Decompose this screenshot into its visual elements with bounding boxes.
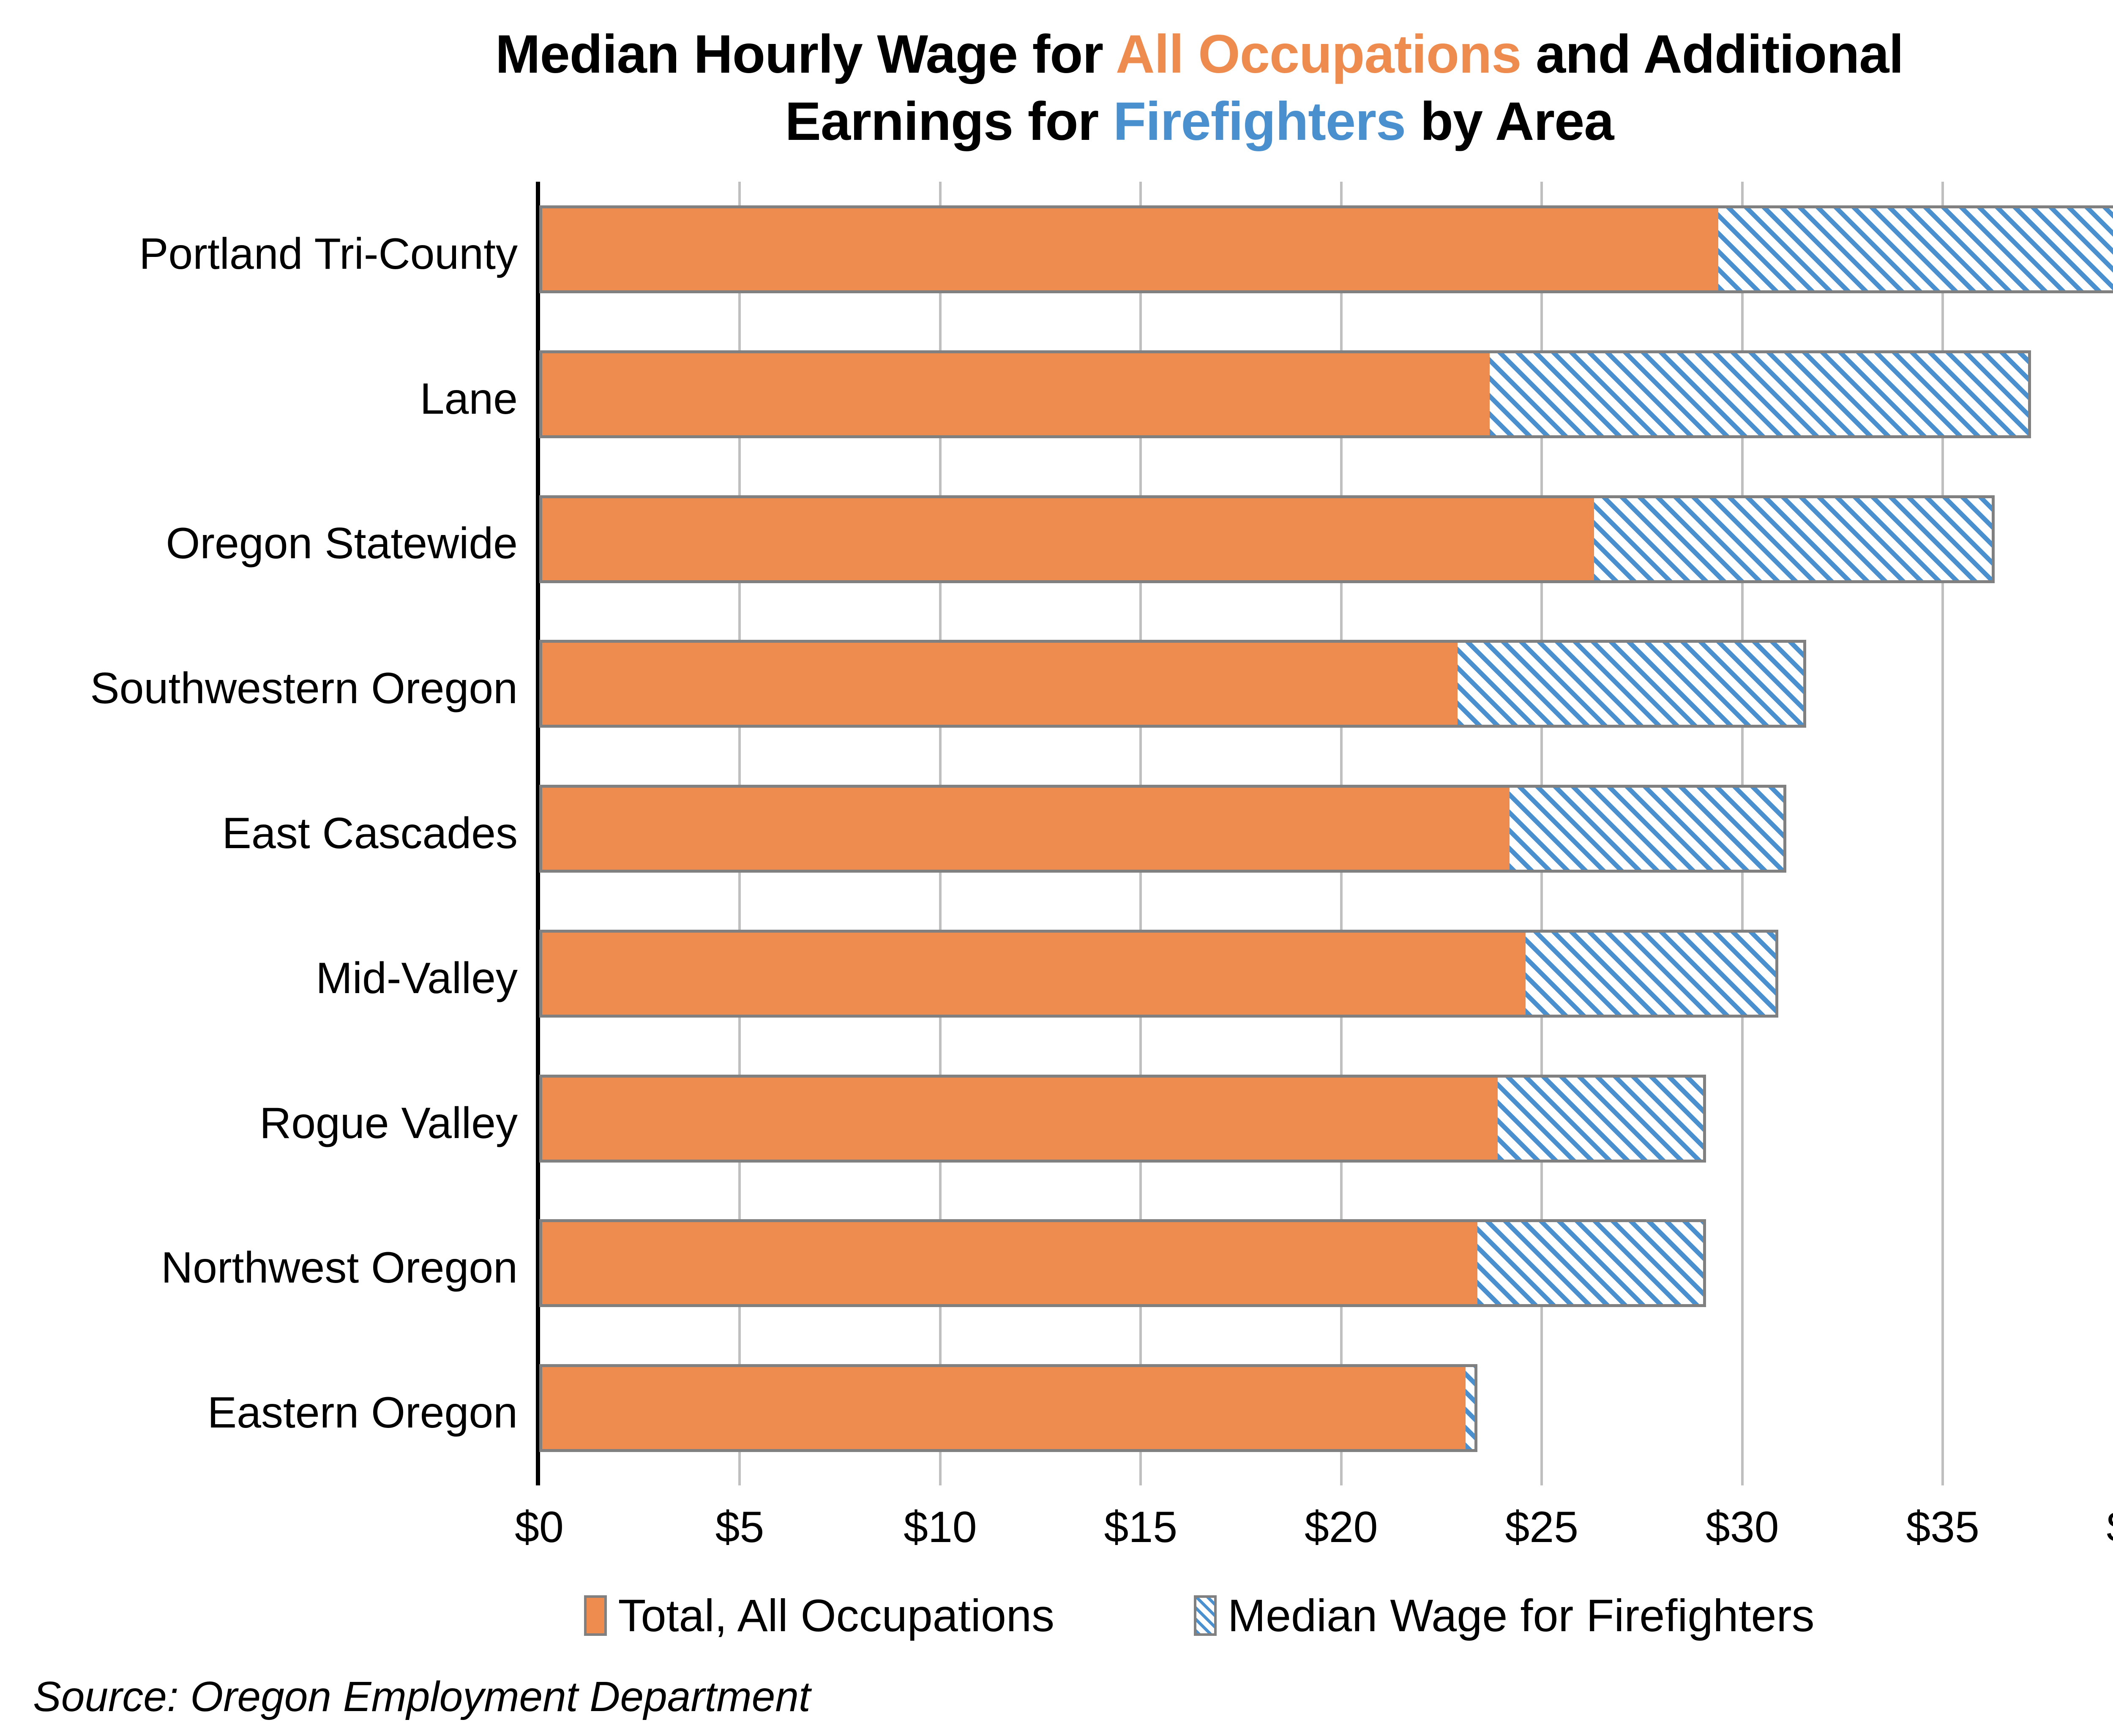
legend-item-total-all-occupations[interactable]: Total, All Occupations (584, 1589, 1054, 1642)
y-axis-label-eastern-oregon: Eastern Oregon (207, 1388, 518, 1438)
x-tick-label-35: $35 (1906, 1503, 1979, 1552)
x-tick-label-15: $15 (1104, 1503, 1178, 1552)
title-segment-text-3: Earnings for (785, 91, 1113, 152)
gridline-35 (1941, 182, 1944, 1485)
bar-segment-all-occupations[interactable] (539, 350, 1490, 438)
title-segment-firefighters: Firefighters (1113, 91, 1406, 152)
x-tick-label-0: $0 (515, 1503, 564, 1552)
chart-legend: Total, All Occupations Median Wage for F… (0, 1589, 2113, 1642)
y-axis-category-labels: Portland Tri-County Lane Oregon Statewide S… (0, 182, 518, 1485)
stacked-bar[interactable] (539, 1219, 1706, 1307)
y-axis-label-southwestern-oregon: Southwestern Oregon (90, 664, 518, 713)
bar-segment-all-occupations[interactable] (539, 929, 1526, 1018)
y-axis-label-lane: Lane (420, 374, 518, 423)
bar-segment-firefighters[interactable] (1510, 785, 1787, 873)
bar-group (539, 182, 2113, 327)
bar-segment-firefighters[interactable] (1477, 1219, 1706, 1307)
bar-segment-all-occupations[interactable] (539, 205, 1718, 293)
bar-segment-all-occupations[interactable] (539, 495, 1594, 583)
bar-segment-all-occupations[interactable] (539, 1364, 1466, 1452)
stacked-bar[interactable] (539, 205, 2113, 293)
x-tick-label-40: $40 (2107, 1502, 2113, 1553)
legend-label-firefighters: Median Wage for Firefighters (1227, 1590, 1815, 1641)
title-segment-all-occupations: All Occupations (1116, 24, 1521, 85)
stacked-bar[interactable] (539, 495, 1995, 583)
bar-group (539, 1196, 2113, 1340)
stacked-bar[interactable] (539, 785, 1787, 873)
bar-group (539, 1051, 2113, 1196)
bar-segment-firefighters[interactable] (1718, 205, 2113, 293)
legend-label-all-occupations: Total, All Occupations (618, 1590, 1054, 1641)
y-axis-label-rogue-valley: Rogue Valley (259, 1098, 518, 1148)
bar-group (539, 761, 2113, 906)
title-line-2: Earnings for Firefighters by Area (0, 88, 2113, 156)
title-segment-text-2: and Additional (1521, 24, 1904, 85)
title-segment-text-4: by Area (1406, 91, 1614, 152)
bar-segment-firefighters[interactable] (1497, 1074, 1706, 1163)
y-axis-label-oregon-statewide: Oregon Statewide (166, 519, 518, 568)
bar-segment-firefighters[interactable] (1457, 640, 1807, 728)
x-tick-label-5: $5 (715, 1503, 764, 1552)
x-axis-tick-labels: $0$5$10$15$20$25$30$35$40$45 (0, 1502, 2113, 1561)
y-axis-label-east-cascades: East Cascades (222, 808, 518, 858)
x-tick-label-25: $25 (1505, 1503, 1578, 1552)
x-tick-label-10: $10 (904, 1503, 977, 1552)
stacked-bar[interactable] (539, 929, 1779, 1018)
stacked-bar[interactable] (539, 640, 1807, 728)
bar-segment-firefighters[interactable] (1465, 1364, 1478, 1452)
bar-segment-firefighters[interactable] (1526, 929, 1779, 1018)
bar-segment-firefighters[interactable] (1594, 495, 1995, 583)
bar-segment-all-occupations[interactable] (539, 1219, 1478, 1307)
stacked-bar[interactable] (539, 1364, 1478, 1452)
page-title: Median Hourly Wage for All Occupations a… (0, 21, 2113, 155)
bar-group (539, 1340, 2113, 1485)
plot-area (539, 182, 2113, 1485)
stacked-bar[interactable] (539, 1074, 1706, 1163)
bar-segment-all-occupations[interactable] (539, 1074, 1498, 1163)
bar-segment-all-occupations[interactable] (539, 640, 1458, 728)
legend-item-median-wage-firefighters[interactable]: Median Wage for Firefighters (1193, 1589, 1815, 1642)
legend-swatch-all-occupations-icon (584, 1595, 607, 1636)
bar-group (539, 616, 2113, 761)
y-axis-label-portland-tri-county: Portland Tri-County (139, 229, 518, 278)
source-note: Source: Oregon Employment Department (33, 1673, 811, 1720)
title-segment-text: Median Hourly Wage for (495, 24, 1116, 85)
y-axis-line (536, 182, 540, 1485)
legend-swatch-firefighters-icon (1193, 1595, 1217, 1636)
bar-group (539, 327, 2113, 472)
x-tick-label-30: $30 (1705, 1503, 1779, 1552)
title-line-1: Median Hourly Wage for All Occupations a… (0, 21, 2113, 88)
y-axis-label-mid-valley: Mid-Valley (316, 953, 518, 1003)
bar-group (539, 906, 2113, 1051)
x-tick-label-20: $20 (1305, 1503, 1378, 1552)
y-axis-label-northwest-oregon: Northwest Oregon (161, 1243, 518, 1293)
bar-group (539, 472, 2113, 617)
stacked-bar[interactable] (539, 350, 2031, 438)
bar-segment-all-occupations[interactable] (539, 785, 1510, 873)
bar-segment-firefighters[interactable] (1489, 350, 2031, 438)
